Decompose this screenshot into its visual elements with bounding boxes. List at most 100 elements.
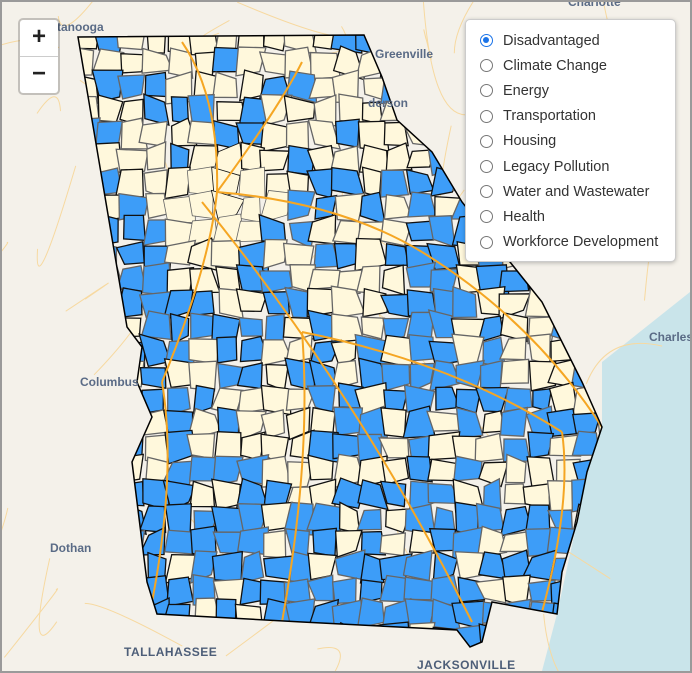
census-tract[interactable] xyxy=(189,480,216,508)
census-tract[interactable] xyxy=(163,239,197,266)
census-tract[interactable] xyxy=(379,532,407,557)
census-tract[interactable] xyxy=(211,46,240,73)
census-tract[interactable] xyxy=(478,461,509,488)
zoom-out-button[interactable]: − xyxy=(31,60,46,87)
census-tract[interactable] xyxy=(92,429,123,460)
radio-button[interactable] xyxy=(480,59,493,73)
census-tract[interactable] xyxy=(333,242,359,270)
layer-option-water-and-wastewater[interactable]: Water and Wastewater xyxy=(480,179,675,204)
layer-option-housing[interactable]: Housing xyxy=(480,129,675,154)
census-tract[interactable] xyxy=(68,406,95,437)
census-tract[interactable] xyxy=(378,437,410,459)
census-tract[interactable] xyxy=(358,624,390,650)
census-tract[interactable] xyxy=(90,390,120,417)
census-tract[interactable] xyxy=(243,652,263,671)
census-tract[interactable] xyxy=(143,93,170,126)
census-tract[interactable] xyxy=(548,287,581,319)
census-tract[interactable] xyxy=(431,71,462,104)
census-tract[interactable] xyxy=(334,529,363,558)
census-tract[interactable] xyxy=(238,316,264,337)
census-tract[interactable] xyxy=(94,483,123,509)
census-tract[interactable] xyxy=(332,433,363,460)
census-tract[interactable] xyxy=(238,166,266,199)
census-tract[interactable] xyxy=(260,408,286,439)
census-tract[interactable] xyxy=(75,310,102,340)
census-tract[interactable] xyxy=(499,406,529,437)
census-tract[interactable] xyxy=(144,71,168,98)
census-tract[interactable] xyxy=(68,388,100,410)
radio-button[interactable] xyxy=(480,34,493,48)
census-tract[interactable] xyxy=(187,290,215,317)
census-tract[interactable] xyxy=(481,601,505,624)
census-tract[interactable] xyxy=(331,477,366,510)
census-tract[interactable] xyxy=(356,508,382,531)
census-tract[interactable] xyxy=(482,477,502,512)
census-tract[interactable] xyxy=(409,362,436,393)
census-tract[interactable] xyxy=(522,483,551,510)
census-tract[interactable] xyxy=(167,47,194,79)
census-tract[interactable] xyxy=(402,71,430,99)
census-tract[interactable] xyxy=(145,192,168,220)
census-tract[interactable] xyxy=(380,218,413,247)
radio-button[interactable] xyxy=(480,84,493,98)
census-tract[interactable] xyxy=(210,505,244,536)
census-tract[interactable] xyxy=(95,120,124,146)
census-tract[interactable] xyxy=(500,312,529,343)
census-tract[interactable] xyxy=(212,455,244,486)
census-tract[interactable] xyxy=(138,505,167,534)
census-tract[interactable] xyxy=(263,555,294,581)
census-tract[interactable] xyxy=(383,121,409,147)
census-tract[interactable] xyxy=(90,334,125,368)
census-tract[interactable] xyxy=(169,312,190,345)
census-tract[interactable] xyxy=(114,168,145,198)
census-tract[interactable] xyxy=(68,478,101,512)
census-tract[interactable] xyxy=(406,149,437,169)
census-tract[interactable] xyxy=(357,479,389,511)
census-tract[interactable] xyxy=(118,453,145,484)
census-tract[interactable] xyxy=(210,189,245,224)
census-tract[interactable] xyxy=(122,214,146,242)
census-tract[interactable] xyxy=(74,576,95,602)
census-tract[interactable] xyxy=(70,333,99,369)
census-tract[interactable] xyxy=(261,651,292,671)
census-tract[interactable] xyxy=(140,310,172,341)
radio-button[interactable] xyxy=(480,235,493,249)
census-tract[interactable] xyxy=(479,359,503,390)
census-tract[interactable] xyxy=(188,190,214,219)
census-tract[interactable] xyxy=(360,316,386,340)
census-tract[interactable] xyxy=(282,628,314,653)
census-tract[interactable] xyxy=(528,360,557,392)
census-tract[interactable] xyxy=(90,507,121,537)
census-tract[interactable] xyxy=(599,311,627,345)
census-tract[interactable] xyxy=(525,601,557,630)
census-tract[interactable] xyxy=(115,385,144,413)
layer-option-climate-change[interactable]: Climate Change xyxy=(480,53,675,78)
census-tract[interactable] xyxy=(96,406,122,436)
census-tract[interactable] xyxy=(525,504,551,531)
census-tract[interactable] xyxy=(116,264,148,293)
census-tract[interactable] xyxy=(505,453,527,484)
radio-button[interactable] xyxy=(480,160,493,174)
census-tract[interactable] xyxy=(405,168,435,195)
census-tract[interactable] xyxy=(121,480,145,507)
census-tract[interactable] xyxy=(498,336,527,361)
census-tract[interactable] xyxy=(335,118,360,149)
census-tract[interactable] xyxy=(381,457,410,486)
census-tract[interactable] xyxy=(211,478,242,511)
census-tract[interactable] xyxy=(380,407,407,438)
census-tract[interactable] xyxy=(500,358,530,385)
census-tract[interactable] xyxy=(308,648,340,671)
census-tract[interactable] xyxy=(283,94,316,123)
census-tract[interactable] xyxy=(238,69,264,102)
census-tract[interactable] xyxy=(68,239,94,272)
census-tract[interactable] xyxy=(71,621,95,655)
census-tract[interactable] xyxy=(167,387,191,417)
census-tract[interactable] xyxy=(263,529,287,559)
radio-button[interactable] xyxy=(480,210,493,224)
census-tract[interactable] xyxy=(72,551,100,585)
census-tract[interactable] xyxy=(93,285,121,318)
census-tract[interactable] xyxy=(139,366,167,390)
census-tract[interactable] xyxy=(550,336,578,362)
census-tract[interactable] xyxy=(430,27,456,54)
